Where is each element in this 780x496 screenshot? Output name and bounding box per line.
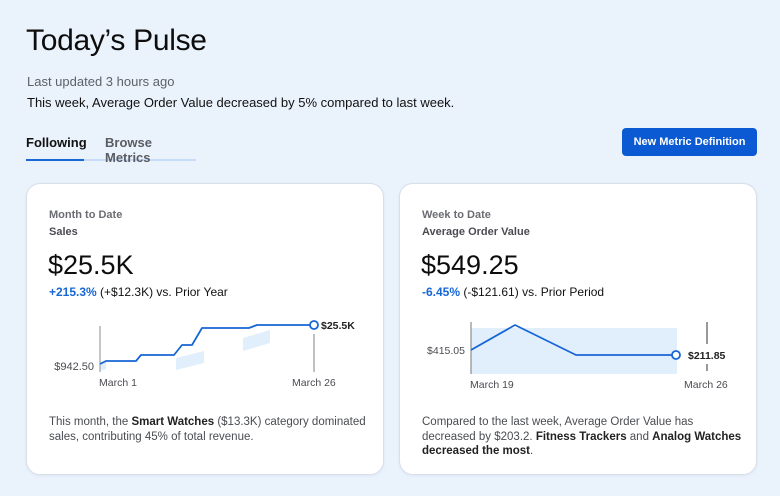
active-tab-indicator: [26, 159, 84, 161]
delta-detail: (+$12.3K) vs. Prior Year: [96, 285, 228, 299]
metric-card-sales[interactable]: Month to Date Sales $25.5K +215.3% (+$12…: [26, 183, 384, 475]
card-delta: -6.45% (-$121.61) vs. Prior Period: [422, 285, 604, 299]
end-value-label: $25.5K: [321, 320, 355, 332]
insight-text: .: [530, 445, 534, 457]
insight-text: ($13.3K) category dominated sales, contr…: [49, 416, 366, 443]
end-date-label: March 26: [684, 379, 728, 391]
insight-highlight: Smart Watches: [131, 416, 215, 428]
card-value: $549.25: [421, 250, 519, 280]
sales-line: [99, 324, 314, 365]
insight-text: Compared to the last week, Average Order…: [422, 416, 694, 443]
end-value-label: $211.85: [688, 350, 726, 362]
end-date-label: March 26: [292, 377, 336, 389]
card-delta: +215.3% (+$12.3K) vs. Prior Year: [49, 285, 228, 299]
start-date-label: March 1: [99, 377, 137, 389]
tab-browse-metrics[interactable]: Browse Metrics: [105, 135, 152, 165]
start-value-label: $942.50: [54, 361, 94, 373]
card-value: $25.5K: [48, 250, 134, 280]
delta-percent: +215.3%: [49, 285, 97, 299]
chart-band: [471, 328, 677, 374]
delta-percent: -6.45%: [422, 285, 461, 299]
summary-text: This week, Average Order Value decreased…: [27, 95, 455, 110]
page-title: Today’s Pulse: [26, 24, 207, 57]
chart-band: [243, 330, 270, 351]
sparkline-chart: $942.50 $25.5K March 1 March 26: [54, 320, 355, 389]
aov-line: [470, 324, 676, 356]
end-point-marker[interactable]: [309, 320, 319, 330]
insight-text: and: [626, 430, 653, 443]
card-period: Month to Date: [49, 209, 123, 221]
card-metric-name: Average Order Value: [422, 226, 530, 238]
last-updated-text: Last updated 3 hours ago: [27, 74, 175, 89]
tab-bar: Following Browse Metrics: [26, 133, 196, 165]
insight-highlight: Analog Watches decreased the most: [422, 430, 742, 458]
start-date-label: March 19: [470, 379, 514, 391]
card-insight: Compared to the last week, Average Order…: [422, 415, 742, 459]
new-metric-definition-button[interactable]: New Metric Definition: [622, 128, 757, 156]
card-insight: This month, the Smart Watches ($13.3K) c…: [49, 415, 369, 444]
sparkline-chart: $415.05 $211.85 March 19 March 26: [427, 322, 728, 391]
insight-text: This month, the: [49, 416, 132, 428]
card-period: Week to Date: [422, 209, 491, 221]
start-value-label: $415.05: [427, 345, 465, 357]
card-metric-name: Sales: [49, 226, 78, 238]
tab-following[interactable]: Following: [26, 135, 87, 150]
insight-highlight: Fitness Trackers: [535, 430, 627, 443]
metric-card-average-order-value[interactable]: Week to Date Average Order Value $549.25…: [399, 183, 757, 475]
delta-detail: (-$121.61) vs. Prior Period: [460, 285, 605, 299]
end-point-marker[interactable]: [671, 350, 681, 360]
chart-band: [176, 351, 204, 370]
